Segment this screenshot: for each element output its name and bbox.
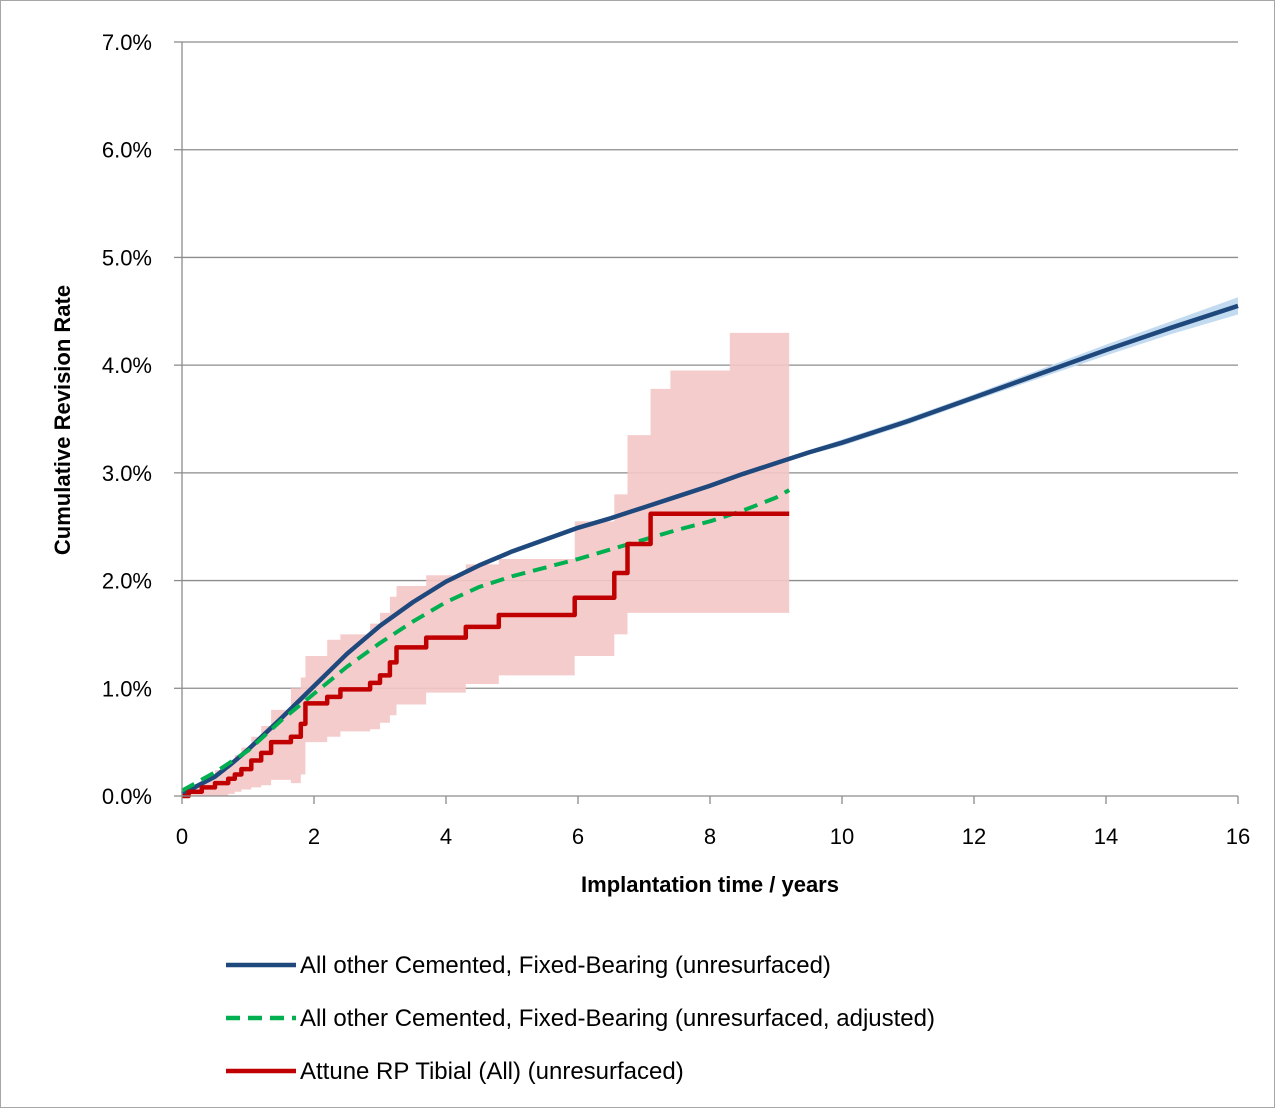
legend-label-1: All other Cemented, Fixed-Bearing (unres… <box>300 1005 935 1032</box>
y-tick-label-5: 5.0% <box>102 245 152 270</box>
x-tick-label-6: 12 <box>962 824 986 849</box>
x-tick-label-5: 10 <box>830 824 854 849</box>
x-tick-label-3: 6 <box>572 824 584 849</box>
confidence-bands <box>182 187 1238 796</box>
series-line-0 <box>180 303 1239 796</box>
y-tick-label-3: 3.0% <box>102 461 152 486</box>
x-tick-label-2: 4 <box>440 824 452 849</box>
y-tick-label-1: 1.0% <box>102 676 152 701</box>
x-tick-label-0: 0 <box>176 824 188 849</box>
y-tick-labels: 0.0% 1.0% 2.0% 3.0% 4.0% 5.0% 6.0% 7.0% <box>102 30 152 809</box>
x-tick-label-7: 14 <box>1094 824 1118 849</box>
x-tick-label-4: 8 <box>704 824 716 849</box>
legend-label-2: Attune RP Tibial (All) (unresurfaced) <box>300 1058 684 1085</box>
x-tick-label-8: 16 <box>1226 824 1250 849</box>
y-tick-label-7: 7.0% <box>102 30 152 55</box>
series-lines <box>180 303 1239 799</box>
series-line-1 <box>181 488 791 793</box>
legend-label-0: All other Cemented, Fixed-Bearing (unres… <box>300 952 831 979</box>
y-tick-label-6: 6.0% <box>102 138 152 163</box>
y-tick-label-2: 2.0% <box>102 569 152 594</box>
x-tick-labels: 0 2 4 6 8 10 12 14 16 <box>176 824 1250 849</box>
x-tick-label-1: 2 <box>308 824 320 849</box>
y-tick-label-0: 0.0% <box>102 784 152 809</box>
x-axis-title: Implantation time / years <box>581 872 839 897</box>
axes <box>174 41 1239 804</box>
y-axis-title: Cumulative Revision Rate <box>50 285 75 555</box>
y-tick-label-4: 4.0% <box>102 353 152 378</box>
confidence-band-2 <box>182 187 790 796</box>
legend: All other Cemented, Fixed-Bearing (unres… <box>226 952 935 1085</box>
series-line-2 <box>182 511 790 799</box>
